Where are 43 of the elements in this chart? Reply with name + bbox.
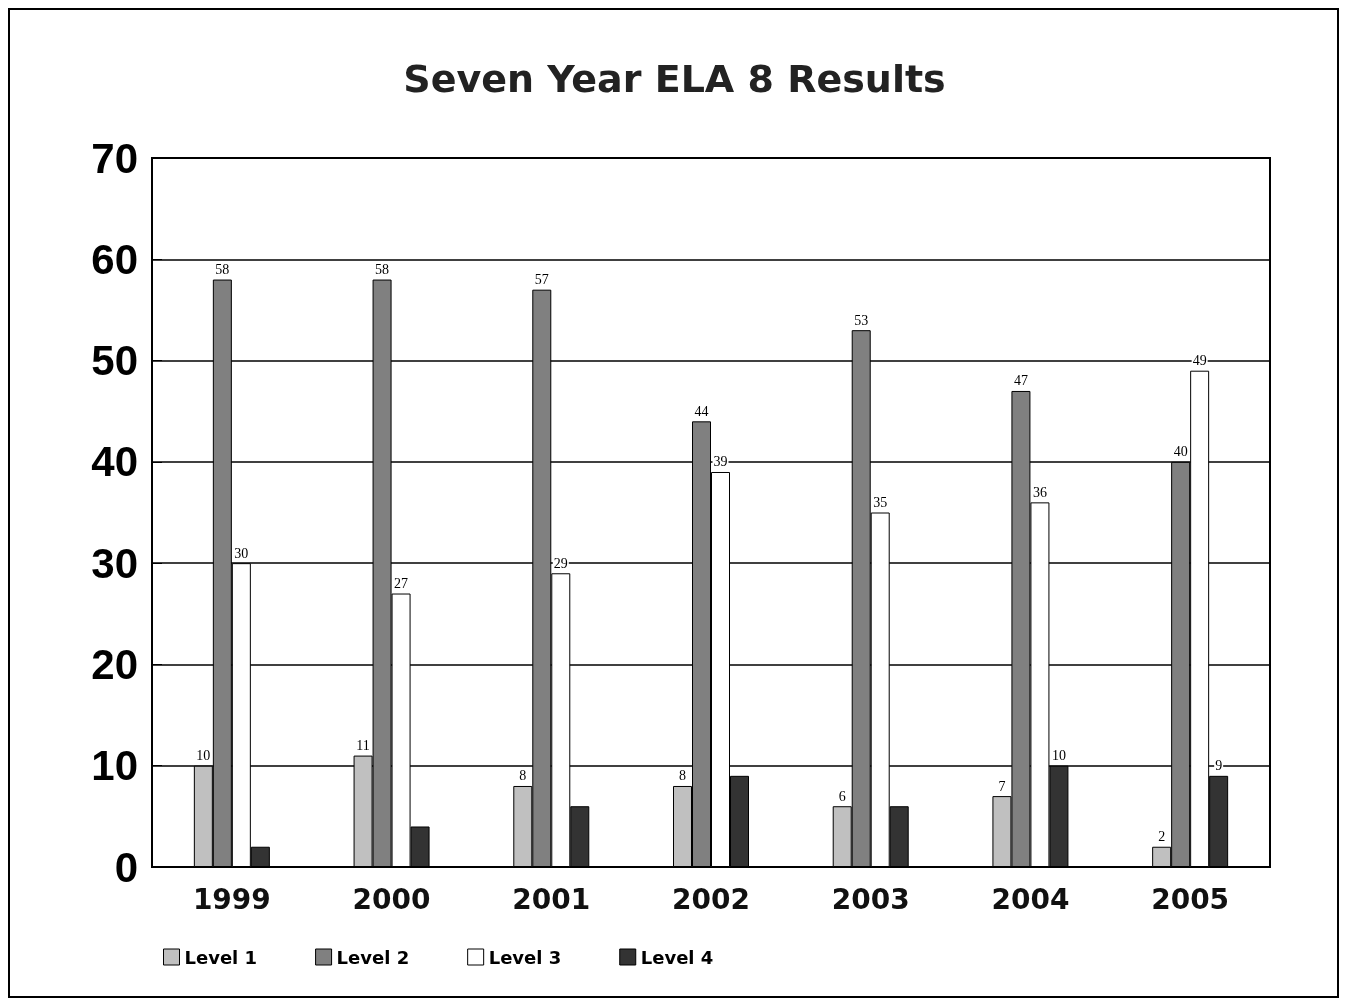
data-label: 58 — [215, 262, 230, 278]
data-label: 27 — [394, 576, 409, 592]
data-label: 35 — [873, 495, 888, 510]
legend-label: Level 1 — [184, 946, 258, 968]
y-tick-label: 20 — [91, 640, 138, 688]
data-label: 58 — [375, 262, 390, 278]
y-tick-label: 40 — [91, 438, 138, 486]
data-label: 8 — [679, 768, 686, 784]
data-label: 30 — [234, 545, 249, 561]
data-label: 10 — [1051, 748, 1066, 764]
data-label: 57 — [534, 272, 549, 288]
data-label: 11 — [356, 738, 370, 754]
x-tick-label: 2001 — [512, 882, 591, 916]
data-label: 40 — [1173, 444, 1188, 460]
y-tick-label: 60 — [91, 235, 138, 283]
data-label: 39 — [713, 454, 728, 470]
data-label: 8 — [519, 768, 527, 784]
data-label: 36 — [1032, 484, 1047, 500]
x-tick-label: 2003 — [831, 882, 910, 916]
data-label: 10 — [196, 748, 211, 764]
chart-title: Seven Year ELA 8 Results — [403, 57, 946, 101]
x-tick-label: 2000 — [352, 882, 431, 916]
data-label: 49 — [1192, 353, 1207, 369]
y-tick-label: 50 — [91, 337, 138, 385]
x-tick-label: 2004 — [991, 882, 1070, 916]
data-label: 6 — [838, 788, 846, 804]
data-label: 7 — [998, 778, 1006, 794]
x-tick-label: 1999 — [192, 882, 271, 916]
legend-label: Level 4 — [640, 946, 714, 968]
data-label: 2 — [1158, 829, 1166, 845]
data-label: 44 — [694, 403, 709, 419]
y-tick-label: 10 — [91, 742, 138, 790]
y-tick-label: 0 — [114, 843, 138, 891]
x-tick-label: 2005 — [1151, 882, 1230, 916]
data-label: 53 — [854, 312, 869, 328]
legend-label: Level 3 — [488, 946, 562, 968]
x-tick-label: 2002 — [672, 882, 750, 916]
data-label: 47 — [1013, 373, 1028, 389]
legend-label: Level 2 — [336, 946, 410, 968]
y-tick-label: 30 — [91, 539, 138, 587]
data-label: 29 — [553, 555, 568, 571]
y-tick-label: 70 — [91, 134, 138, 182]
data-label: 9 — [1215, 758, 1223, 774]
